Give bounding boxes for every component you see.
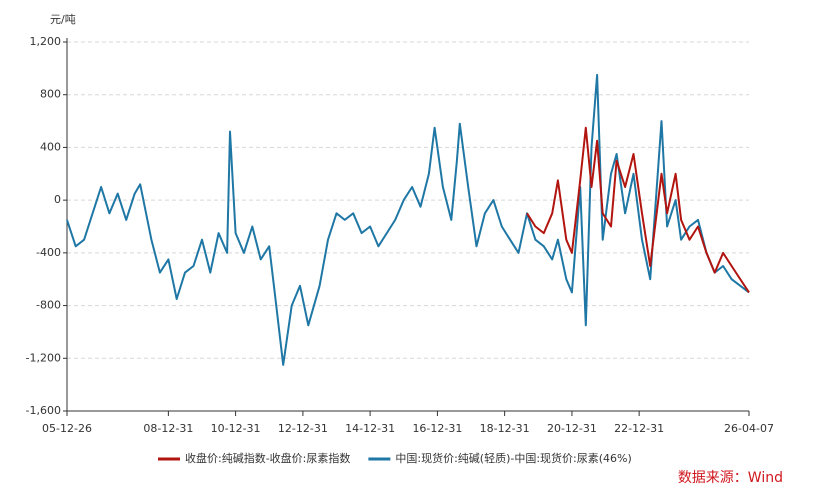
x-tick-label: 12-12-31 [278, 422, 328, 435]
series-line [526, 126, 750, 293]
x-tick-label: 22-12-31 [614, 422, 664, 435]
x-tick-label: 10-12-31 [211, 422, 261, 435]
legend-label: 收盘价:纯碱指数-收盘价:尿素指数 [185, 451, 350, 465]
y-tick-label: 0 [54, 193, 61, 206]
y-tick-label: 400 [40, 140, 61, 153]
y-tick-label: -1,200 [26, 351, 61, 364]
x-tick-label: 14-12-31 [345, 422, 395, 435]
y-axis-label: 元/吨 [50, 13, 76, 26]
y-tick-label: -400 [36, 246, 61, 259]
y-tick-label: 800 [40, 88, 61, 101]
x-tick-label: 05-12-26 [42, 422, 92, 435]
x-tick-label: 18-12-31 [480, 422, 530, 435]
x-tick-label: 26-04-07 [724, 422, 774, 435]
source: 数据来源：Wind [678, 470, 783, 486]
x-tick-label: 16-12-31 [412, 422, 462, 435]
legend-label: 中国:现货价:纯碱(轻质)-中国:现货价:尿素(46%) [395, 451, 631, 465]
x-tick-label: 20-12-31 [547, 422, 597, 435]
y-tick-label: 1,200 [30, 35, 62, 48]
y-tick-label: -800 [36, 299, 61, 312]
y-tick-label: -1,600 [26, 404, 61, 417]
x-tick-label: 08-12-31 [143, 422, 193, 435]
series-line [66, 73, 750, 366]
